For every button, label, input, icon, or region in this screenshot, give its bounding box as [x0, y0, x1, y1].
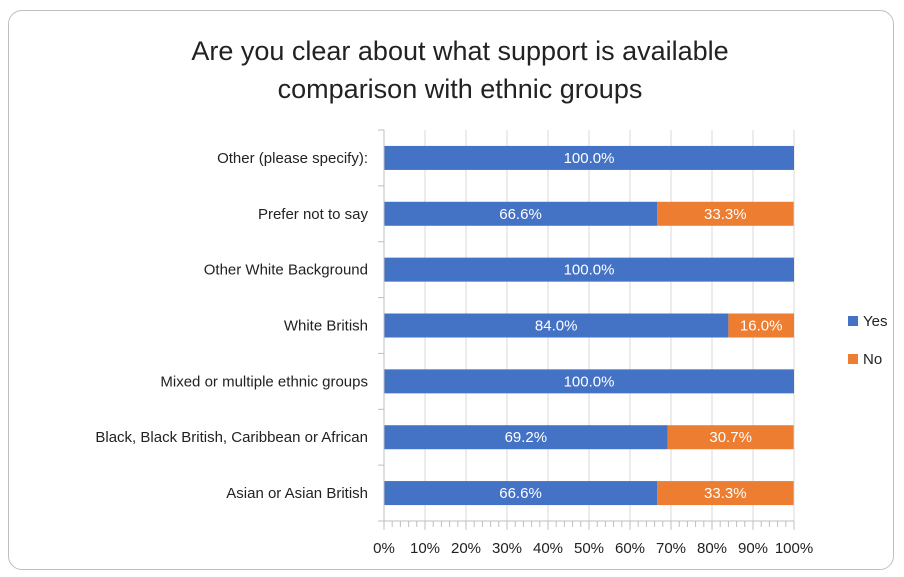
data-label: 33.3%	[704, 206, 747, 223]
legend-swatch-yes	[848, 316, 858, 326]
chart-title: Are you clear about what support is avai…	[0, 32, 904, 108]
category-label: Black, Black British, Caribbean or Afric…	[95, 429, 368, 446]
x-tick-label: 60%	[615, 540, 645, 557]
x-tick-label: 80%	[697, 540, 727, 557]
bar-yes	[384, 313, 729, 338]
bar-yes	[384, 481, 658, 506]
bar-yes	[384, 257, 794, 282]
data-label: 84.0%	[535, 318, 578, 335]
chart-title-line-1: Are you clear about what support is avai…	[191, 36, 729, 66]
category-label: Asian or Asian British	[226, 485, 368, 502]
legend-label-yes: Yes	[863, 313, 887, 330]
data-label: 100.0%	[564, 150, 615, 167]
category-label: White British	[284, 318, 368, 335]
data-label: 30.7%	[709, 429, 752, 446]
data-label: 66.6%	[499, 485, 542, 502]
bar-yes	[384, 201, 658, 226]
legend-label-no: No	[863, 351, 882, 368]
bar-no	[667, 425, 794, 450]
x-tick-label: 50%	[574, 540, 604, 557]
data-label: 69.2%	[505, 429, 548, 446]
bar-no	[657, 481, 794, 506]
x-tick-label: 70%	[656, 540, 686, 557]
chart-title-line-2: comparison with ethnic groups	[277, 74, 643, 104]
x-tick-label: 20%	[451, 540, 481, 557]
x-tick-label: 90%	[738, 540, 768, 557]
bar-no	[728, 313, 794, 338]
category-label: Mixed or multiple ethnic groups	[160, 373, 368, 390]
bar-no	[657, 201, 794, 226]
data-label: 16.0%	[740, 318, 783, 335]
x-tick-label: 40%	[533, 540, 563, 557]
data-label: 100.0%	[564, 373, 615, 390]
data-label: 100.0%	[564, 262, 615, 279]
x-tick-label: 100%	[775, 540, 813, 557]
data-label: 66.6%	[499, 206, 542, 223]
category-label: Other (please specify):	[217, 150, 368, 167]
chart-frame	[8, 10, 894, 570]
x-tick-label: 10%	[410, 540, 440, 557]
category-label: Other White Background	[204, 262, 368, 279]
x-tick-label: 30%	[492, 540, 522, 557]
data-label: 33.3%	[704, 485, 747, 502]
bar-yes	[384, 145, 794, 170]
category-label: Prefer not to say	[258, 206, 369, 223]
legend-swatch-no	[848, 354, 858, 364]
bar-yes	[384, 369, 794, 394]
x-tick-label: 0%	[373, 540, 395, 557]
bar-yes	[384, 425, 668, 450]
